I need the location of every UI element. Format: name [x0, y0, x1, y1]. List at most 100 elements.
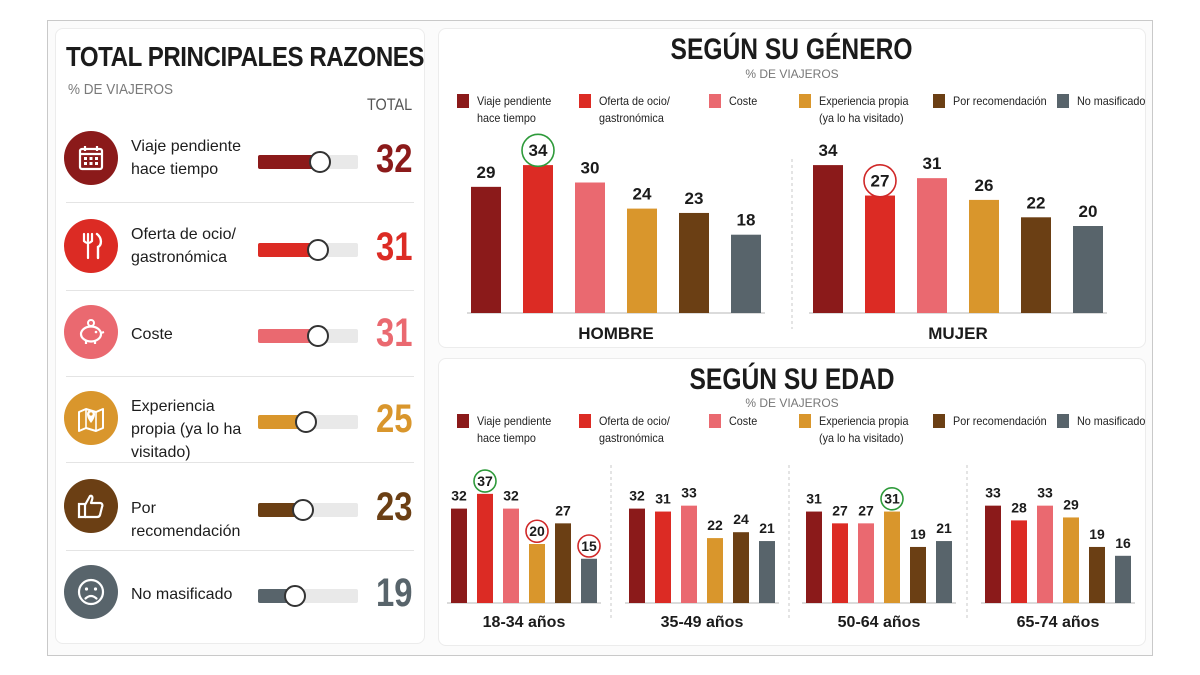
reason-slider-knob — [292, 499, 314, 521]
legend-label-line1: Oferta de ocio/ — [599, 414, 670, 428]
legend-item: Oferta de ocio/gastronómica — [579, 413, 678, 447]
bar — [477, 493, 493, 603]
reason-total-value: 25 — [375, 397, 412, 441]
bar — [1073, 226, 1103, 313]
legend-label: Viaje pendiente hace tiempo — [477, 413, 551, 447]
gender-chart-panel: SEGÚN SU GÉNERO % DE VIAJEROS Viaje pend… — [438, 28, 1146, 348]
bar — [1021, 217, 1051, 313]
highlight-circle — [521, 133, 555, 168]
reason-label: Por recomendación — [131, 500, 241, 540]
legend-swatch — [579, 414, 591, 428]
total-reasons-panel: TOTAL PRINCIPALES RAZONES % DE VIAJEROS … — [55, 28, 425, 644]
legend-item: Oferta de ocio/gastronómica — [579, 93, 678, 127]
reason-slider-fill — [258, 243, 318, 257]
highlight-circle — [577, 534, 601, 558]
legend-label: Oferta de ocio/gastronómica — [599, 93, 670, 127]
gender-chart-title: SEGÚN SU GÉNERO — [671, 33, 913, 66]
legend-swatch — [799, 94, 811, 108]
legend-item: Experiencia propia (ya lo ha visitado) — [799, 413, 918, 447]
reason-slider-fill — [258, 503, 303, 517]
legend-label: Experiencia propia (ya lo ha visitado) — [819, 93, 908, 127]
total-reasons-subtitle: % DE VIAJEROS — [68, 81, 174, 98]
legend-label-line1: No masificado — [1077, 94, 1146, 108]
bar-value-label: 33 — [681, 485, 697, 501]
highlight-circle — [880, 486, 904, 511]
bar-value-label: 22 — [707, 517, 723, 533]
bar-value-label: 27 — [871, 172, 890, 191]
legend-label: Por recomendación — [953, 413, 1047, 430]
legend-label-line2: gastronómica — [599, 111, 664, 125]
reason-total-value: 23 — [375, 485, 412, 529]
highlight-circle — [525, 519, 549, 544]
bar-value-label: 18 — [737, 211, 756, 230]
legend-label-line1: Por recomendación — [953, 94, 1047, 108]
bar — [917, 178, 947, 313]
legend-item: No masificado — [1057, 413, 1153, 430]
legend-label-line2: hace tiempo — [477, 431, 536, 445]
reason-row: Oferta de ocio/ gastronómica 31 — [56, 205, 426, 291]
bar — [1037, 505, 1053, 603]
bar-value-label: 22 — [1027, 193, 1046, 212]
bar — [681, 505, 697, 603]
bar-value-label: 29 — [477, 163, 496, 182]
bar — [523, 165, 553, 313]
reason-label: Coste — [131, 326, 173, 343]
bar — [1011, 520, 1027, 603]
bar-value-label: 21 — [936, 520, 952, 536]
bar-value-label: 26 — [975, 176, 994, 195]
bar-value-label: 32 — [451, 488, 467, 504]
fork-knife-icon — [64, 219, 118, 273]
legend-label-line1: No masificado — [1077, 414, 1146, 428]
calendar-icon — [64, 131, 118, 185]
legend-swatch — [457, 414, 469, 428]
bar — [731, 234, 761, 313]
reason-slider-fill — [258, 329, 318, 343]
reason-total-value: 31 — [375, 311, 412, 355]
bar-value-label: 31 — [655, 491, 671, 507]
bar — [629, 508, 645, 603]
legend-item: No masificado — [1057, 93, 1153, 110]
legend-item: Viaje pendiente hace tiempo — [457, 413, 560, 447]
reason-row: Viaje pendiente hace tiempo 32 — [56, 117, 426, 203]
legend-swatch — [799, 414, 811, 428]
reason-total-value: 31 — [375, 225, 412, 269]
legend-swatch — [709, 94, 721, 108]
bar-value-label: 20 — [1079, 202, 1098, 221]
reason-slider-knob — [295, 411, 317, 433]
legend-swatch — [709, 414, 721, 428]
legend-item: Coste — [709, 93, 760, 110]
group-label: 18-34 años — [483, 614, 566, 631]
reason-slider — [258, 411, 358, 433]
bar-value-label: 31 — [923, 154, 942, 173]
bar — [806, 511, 822, 603]
legend-item: Experiencia propia (ya lo ha visitado) — [799, 93, 918, 127]
reason-label: Oferta de ocio/ gastronómica — [131, 226, 236, 266]
row-divider — [66, 290, 414, 291]
bar-value-label: 19 — [910, 526, 926, 542]
bar-value-label: 37 — [477, 473, 493, 489]
reason-label: Experiencia propia (ya lo ha visitado) — [131, 398, 242, 461]
bar-value-label: 23 — [685, 189, 704, 208]
reason-slider-knob — [307, 239, 329, 261]
bar-value-label: 27 — [832, 502, 848, 518]
legend-swatch — [933, 414, 945, 428]
reason-slider-fill — [258, 415, 306, 429]
age-chart-title: SEGÚN SU EDAD — [689, 363, 895, 396]
total-column-header: TOTAL — [366, 95, 412, 114]
legend-item: Coste — [709, 413, 760, 430]
bar — [655, 511, 671, 603]
bar-value-label: 28 — [1011, 499, 1027, 515]
bar-value-label: 31 — [884, 491, 900, 507]
bar-value-label: 27 — [555, 502, 571, 518]
piggy-bank-icon — [64, 305, 118, 359]
bar-value-label: 20 — [529, 523, 545, 539]
legend-label: Experiencia propia (ya lo ha visitado) — [819, 413, 908, 447]
bar — [910, 546, 926, 603]
legend-label-line1: Coste — [729, 94, 758, 108]
row-divider — [66, 550, 414, 551]
age-chart-subtitle: % DE VIAJEROS — [745, 396, 839, 410]
legend-label: Coste — [729, 413, 757, 430]
bar — [1063, 517, 1079, 603]
legend-label-line2: (ya lo ha visitado) — [819, 111, 904, 125]
bar — [733, 532, 749, 603]
